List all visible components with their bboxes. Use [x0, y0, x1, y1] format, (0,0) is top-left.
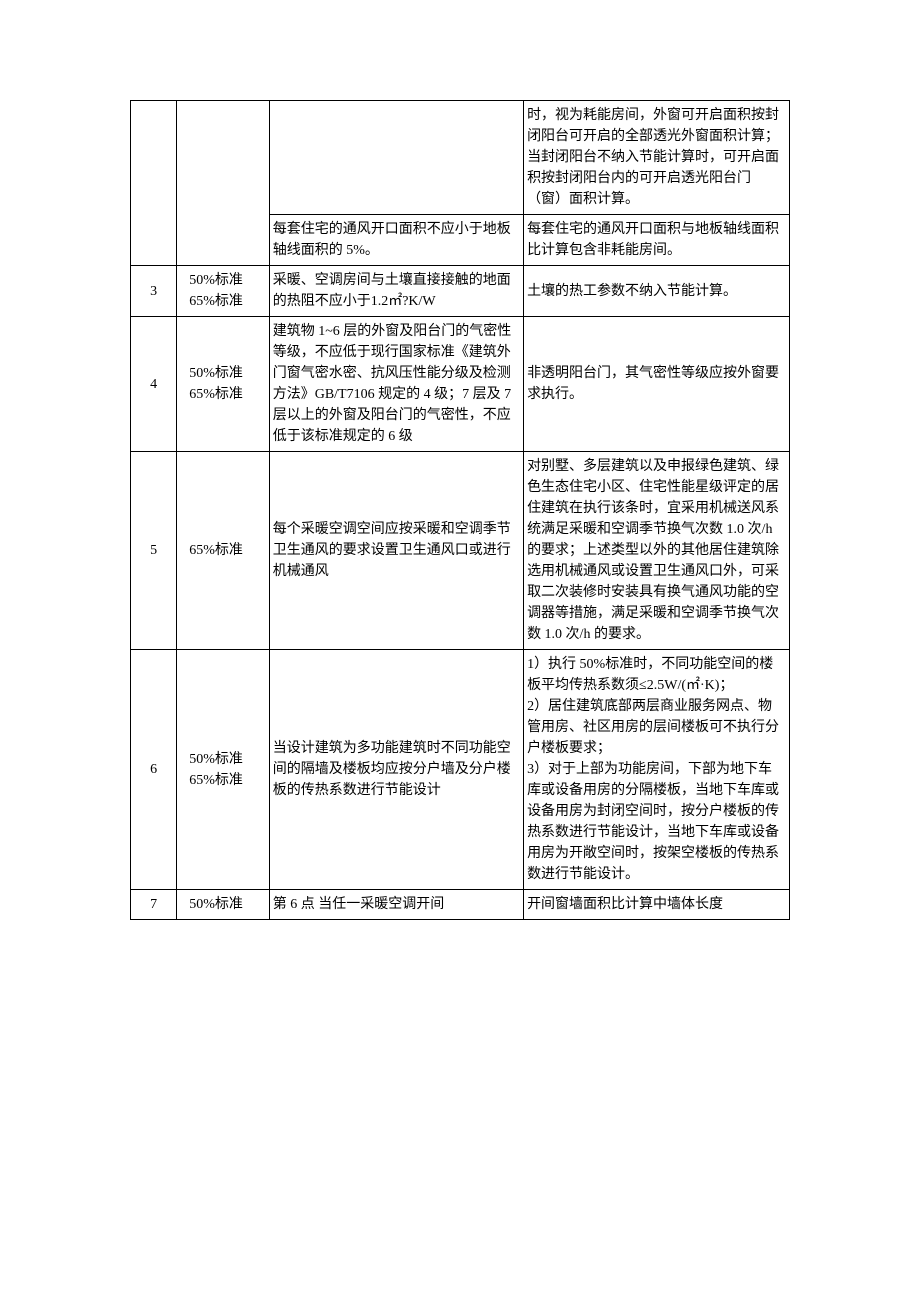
standard-cell: 50%标准 [177, 890, 269, 920]
note-cell: 土壤的热工参数不纳入节能计算。 [524, 266, 790, 317]
table-row: 时，视为耗能房间，外窗可开启面积按封闭阳台可开启的全部透光外窗面积计算；当封闭阳… [131, 101, 790, 215]
clause-cell: 第 6 点 当任一采暖空调开间 [269, 890, 523, 920]
table-row: 350%标准65%标准采暖、空调房间与土壤直接接触的地面的热阻不应小于1.2㎡?… [131, 266, 790, 317]
standard-cell: 50%标准65%标准 [177, 317, 269, 452]
note-cell: 非透明阳台门，其气密性等级应按外窗要求执行。 [524, 317, 790, 452]
note-cell: 开间窗墙面积比计算中墙体长度 [524, 890, 790, 920]
clause-cell: 采暖、空调房间与土壤直接接触的地面的热阻不应小于1.2㎡?K/W [269, 266, 523, 317]
standard-cell: 50%标准65%标准 [177, 266, 269, 317]
standard-cell: 65%标准 [177, 452, 269, 650]
row-number: 7 [131, 890, 177, 920]
clause-cell: 建筑物 1~6 层的外窗及阳台门的气密性等级，不应低于现行国家标准《建筑外门窗气… [269, 317, 523, 452]
table-row: 650%标准65%标准当设计建筑为多功能建筑时不同功能空间的隔墙及楼板均应按分户… [131, 650, 790, 890]
row-number: 3 [131, 266, 177, 317]
note-cell: 每套住宅的通风开口面积与地板轴线面积比计算包含非耗能房间。 [524, 215, 790, 266]
row-number: 4 [131, 317, 177, 452]
table-row: 750%标准第 6 点 当任一采暖空调开间开间窗墙面积比计算中墙体长度 [131, 890, 790, 920]
note-cell: 时，视为耗能房间，外窗可开启面积按封闭阳台可开启的全部透光外窗面积计算；当封闭阳… [524, 101, 790, 215]
note-cell: 1）执行 50%标准时，不同功能空间的楼板平均传热系数须≤2.5W/(㎡·K)；… [524, 650, 790, 890]
note-cell: 对别墅、多层建筑以及申报绿色建筑、绿色生态住宅小区、住宅性能星级评定的居住建筑在… [524, 452, 790, 650]
clause-cell: 当设计建筑为多功能建筑时不同功能空间的隔墙及楼板均应按分户墙及分户楼板的传热系数… [269, 650, 523, 890]
row-number: 5 [131, 452, 177, 650]
standards-table: 时，视为耗能房间，外窗可开启面积按封闭阳台可开启的全部透光外窗面积计算；当封闭阳… [130, 100, 790, 920]
table-row: 450%标准65%标准建筑物 1~6 层的外窗及阳台门的气密性等级，不应低于现行… [131, 317, 790, 452]
table-row: 565%标准每个采暖空调空间应按采暖和空调季节卫生通风的要求设置卫生通风口或进行… [131, 452, 790, 650]
clause-cell: 每套住宅的通风开口面积不应小于地板轴线面积的 5%。 [269, 215, 523, 266]
standard-cell: 50%标准65%标准 [177, 650, 269, 890]
clause-cell: 每个采暖空调空间应按采暖和空调季节卫生通风的要求设置卫生通风口或进行机械通风 [269, 452, 523, 650]
row-number [131, 101, 177, 266]
standard-cell [177, 101, 269, 266]
clause-cell [269, 101, 523, 215]
row-number: 6 [131, 650, 177, 890]
